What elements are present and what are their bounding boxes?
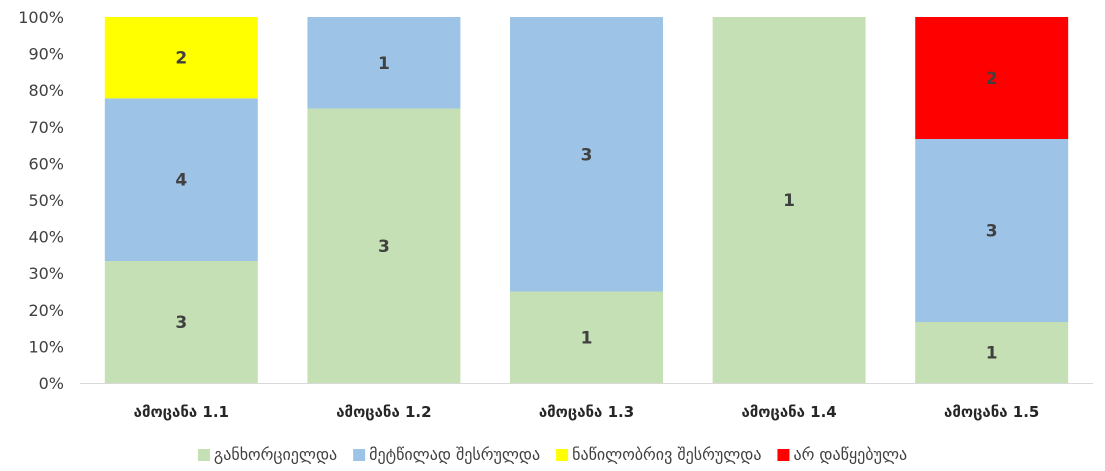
legend-swatch — [556, 449, 569, 461]
bar-segment — [307, 108, 461, 383]
y-tick-label: 100% — [18, 8, 64, 27]
data-label: 3 — [986, 222, 998, 242]
x-tick-label: ამოცანა 1.4 — [741, 403, 836, 421]
y-tick-label: 60% — [28, 154, 64, 173]
bar-segment — [104, 17, 258, 99]
legend-item: არ დაწყებულა — [777, 445, 907, 464]
y-tick-label: 0% — [39, 374, 64, 393]
data-label: 2 — [175, 49, 187, 69]
y-tick-label: 20% — [28, 301, 64, 320]
legend-swatch — [197, 449, 210, 461]
legend-label: ნაწილობრივ შესრულდა — [572, 445, 761, 464]
bar-segment — [510, 291, 663, 383]
y-tick-label: 50% — [28, 191, 64, 210]
data-label: 1 — [378, 54, 390, 74]
bar-segment — [104, 98, 258, 261]
y-tick-label: 70% — [28, 118, 64, 137]
bar-segment — [712, 17, 866, 383]
y-tick-label: 40% — [28, 228, 64, 247]
bar-segment — [510, 17, 663, 292]
data-label: 1 — [783, 191, 795, 211]
data-label: 4 — [175, 171, 187, 191]
y-tick-label: 80% — [28, 81, 64, 100]
legend-label: არ დაწყებულა — [793, 445, 907, 464]
data-label: 2 — [986, 69, 998, 89]
data-label: 3 — [378, 237, 390, 257]
bar-segment — [915, 17, 1069, 139]
legend-swatch — [353, 449, 366, 461]
legend-item: განხორციელდა — [197, 445, 337, 464]
y-tick-label: 90% — [28, 45, 64, 64]
data-label: 3 — [175, 313, 187, 333]
bar-segment — [104, 261, 258, 383]
bars: 3 4 2 3 1 1 3 1 1 3 2 — [104, 17, 1069, 383]
x-tick-label: ამოცანა 1.5 — [944, 403, 1039, 421]
legend-label: მეტწილად შესრულდა — [369, 445, 540, 464]
data-label: 3 — [581, 145, 593, 165]
x-tick-label: ამოცანა 1.2 — [336, 403, 431, 421]
y-axis: 0% 10% 20% 30% 40% 50% 60% 70% 80% 90% 100% — [18, 8, 64, 393]
legend-item: ნაწილობრივ შესრულდა — [556, 445, 761, 464]
bar-segment — [915, 139, 1069, 322]
data-label: 1 — [986, 344, 998, 364]
data-label: 1 — [581, 328, 593, 348]
bar-segment — [307, 17, 461, 109]
y-tick-label: 30% — [28, 264, 64, 283]
bar-segment — [915, 322, 1069, 383]
legend-label: განხორციელდა — [214, 445, 337, 464]
x-tick-label: ამოცანა 1.1 — [134, 403, 229, 421]
x-tick-label: ამოცანა 1.3 — [539, 403, 634, 421]
legend-swatch — [777, 449, 790, 461]
legend: განხორციელდა მეტწილად შესრულდა ნაწილობრივ … — [197, 445, 907, 464]
legend-item: მეტწილად შესრულდა — [353, 445, 540, 464]
x-axis: ამოცანა 1.1 ამოცანა 1.2 ამოცანა 1.3 ამოცანა… — [80, 383, 1093, 421]
y-tick-label: 10% — [28, 337, 64, 356]
